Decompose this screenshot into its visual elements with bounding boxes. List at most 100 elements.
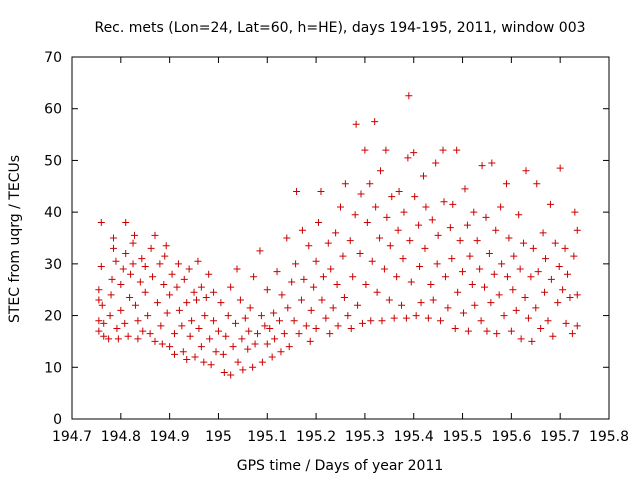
data-point (234, 358, 242, 366)
data-point (527, 273, 535, 281)
data-point (214, 327, 222, 335)
data-point (109, 244, 117, 252)
data-point (201, 312, 209, 320)
data-point (419, 172, 427, 180)
data-point (439, 146, 447, 154)
data-point (195, 325, 203, 332)
data-point (207, 361, 215, 369)
data-point (515, 211, 523, 219)
data-point (183, 356, 191, 364)
data-point (200, 358, 208, 366)
data-point (95, 327, 103, 335)
data-point (220, 368, 228, 376)
data-point (192, 296, 200, 304)
data-point (185, 265, 193, 273)
data-point (487, 299, 495, 307)
data-point (134, 335, 142, 343)
data-point (407, 278, 415, 286)
data-point (256, 247, 264, 255)
data-point (161, 252, 169, 260)
data-point (97, 262, 105, 270)
data-point (95, 317, 103, 325)
data-point (346, 237, 354, 245)
data-point (130, 231, 138, 239)
data-point (158, 340, 166, 348)
data-point (273, 268, 281, 276)
data-point (464, 327, 472, 335)
data-point (549, 332, 557, 340)
data-point (398, 301, 406, 309)
data-point (171, 350, 179, 358)
data-point (478, 162, 486, 170)
data-point (473, 237, 481, 245)
data-point (117, 306, 125, 314)
data-point (175, 306, 183, 314)
data-point (477, 317, 485, 325)
data-point (284, 304, 292, 312)
data-point (194, 257, 202, 265)
data-point (529, 244, 537, 252)
data-point (502, 180, 510, 188)
y-tick-label: 40 (44, 205, 62, 221)
y-tick-label: 60 (44, 102, 62, 118)
data-point (466, 252, 474, 260)
data-point (341, 180, 349, 188)
data-point (373, 288, 381, 296)
data-point (173, 283, 181, 291)
data-point (555, 262, 563, 270)
data-point (134, 317, 142, 325)
data-point (556, 164, 564, 172)
data-point (533, 180, 541, 188)
data-point (139, 327, 147, 335)
data-point (532, 304, 540, 312)
data-point (433, 260, 441, 268)
data-point (522, 167, 530, 175)
data-point (124, 332, 132, 340)
data-point (295, 330, 303, 338)
data-point (568, 330, 576, 338)
y-tick-label: 70 (44, 50, 62, 66)
data-point (559, 286, 567, 294)
data-point (421, 244, 429, 252)
data-point (440, 198, 448, 206)
data-point (293, 187, 301, 195)
data-point (333, 281, 341, 289)
data-point (528, 337, 536, 345)
data-point (168, 270, 176, 278)
data-point (197, 283, 205, 291)
data-point (493, 330, 501, 338)
data-point (251, 340, 259, 348)
data-point (367, 317, 375, 325)
x-tick-label: 195.1 (247, 429, 287, 445)
data-point (114, 335, 122, 343)
data-point (564, 270, 572, 278)
data-point (446, 224, 454, 232)
data-point (571, 208, 579, 216)
data-point (428, 216, 436, 224)
data-point (109, 234, 117, 242)
data-point (197, 343, 205, 351)
data-point (357, 190, 365, 198)
data-point (122, 250, 130, 258)
data-point (471, 301, 479, 309)
data-point (561, 244, 569, 252)
data-point (411, 193, 419, 201)
data-point (227, 371, 235, 379)
data-point (454, 288, 462, 296)
data-point (459, 268, 467, 276)
data-point (393, 273, 401, 281)
data-point (547, 275, 555, 283)
data-point (386, 242, 394, 250)
data-point (268, 353, 276, 361)
data-point (460, 309, 468, 317)
data-point (319, 273, 327, 281)
data-point (422, 203, 430, 211)
data-point (399, 255, 407, 263)
data-point (366, 180, 374, 188)
data-point (463, 221, 471, 229)
data-point (541, 288, 549, 296)
data-point (112, 257, 120, 265)
data-point (97, 218, 105, 226)
data-point (179, 348, 187, 356)
data-point (337, 203, 344, 211)
